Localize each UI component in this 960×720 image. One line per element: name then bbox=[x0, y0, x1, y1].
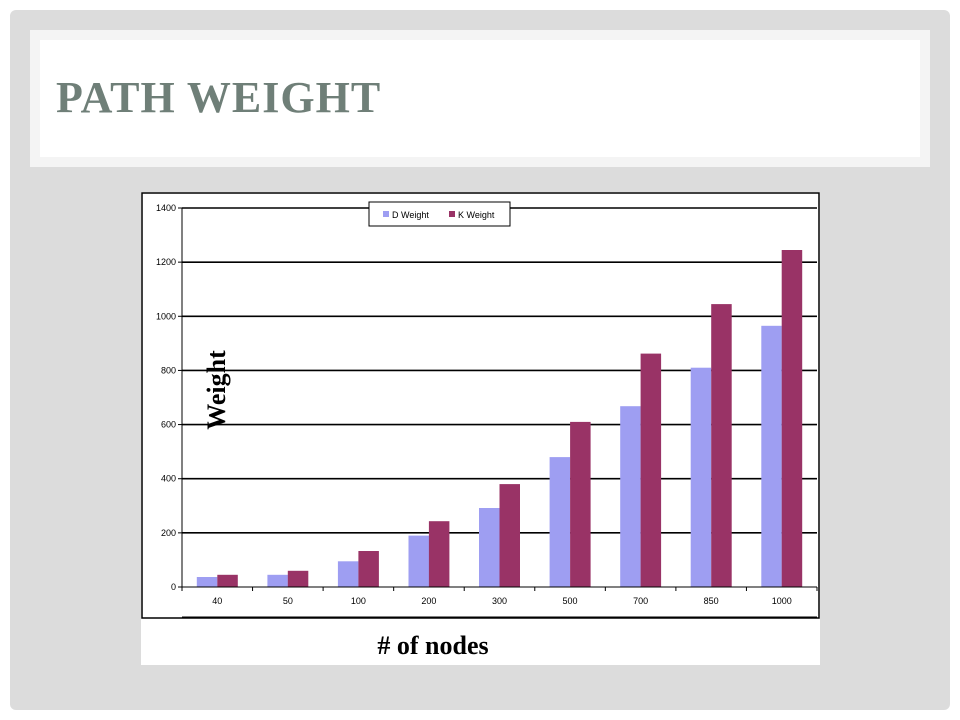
x-tick-label: 1000 bbox=[772, 596, 792, 606]
y-tick-label: 600 bbox=[161, 420, 176, 430]
bar-k-weight bbox=[711, 304, 732, 587]
y-tick-label: 1000 bbox=[156, 311, 176, 321]
x-axis-ticks: 40 50 100 200 300 500 700 850 1000 bbox=[181, 587, 818, 606]
legend-swatch-d-weight bbox=[383, 211, 389, 217]
bar-k-weight bbox=[640, 353, 662, 587]
bar-k-weight bbox=[499, 484, 520, 587]
x-tick-label: 850 bbox=[704, 596, 719, 606]
x-tick-label: 50 bbox=[283, 596, 293, 606]
bar-k-weight bbox=[428, 521, 450, 587]
x-tick-label: 300 bbox=[492, 596, 507, 606]
legend-box bbox=[368, 201, 511, 227]
x-tick-label: 40 bbox=[212, 596, 222, 606]
bar-chart: 0 200 400 600 800 1000 1200 1400 40 50 100 200 300 5… bbox=[141, 192, 820, 660]
bar-d-weight bbox=[408, 535, 429, 587]
legend: D Weight K Weight bbox=[368, 201, 511, 227]
y-tick-label: 1400 bbox=[156, 203, 176, 213]
bar-k-weight bbox=[781, 250, 803, 587]
bar-d-weight bbox=[479, 508, 500, 587]
x-axis-label: # of nodes bbox=[377, 631, 488, 660]
chart-area: 0 200 400 600 800 1000 1200 1400 40 50 100 200 300 5… bbox=[141, 192, 820, 665]
x-tick-label: 200 bbox=[421, 596, 436, 606]
legend-swatch-k-weight bbox=[449, 211, 455, 217]
bar-d-weight bbox=[196, 577, 218, 587]
y-tick-label: 800 bbox=[161, 365, 176, 375]
slide-title: PATH WEIGHT bbox=[56, 73, 382, 122]
x-tick-label: 100 bbox=[351, 596, 366, 606]
bar-d-weight bbox=[267, 574, 288, 587]
bar-d-weight bbox=[690, 367, 712, 587]
x-tick-label: 500 bbox=[563, 596, 578, 606]
y-tick-label: 1200 bbox=[156, 257, 176, 267]
bar-d-weight bbox=[761, 325, 782, 587]
legend-label-k-weight: K Weight bbox=[458, 210, 495, 220]
legend-label-d-weight: D Weight bbox=[392, 210, 429, 220]
bar-d-weight bbox=[337, 561, 359, 587]
bar-d-weight bbox=[549, 457, 571, 587]
y-tick-label: 0 bbox=[171, 582, 176, 592]
bar-k-weight bbox=[358, 551, 379, 587]
bar-d-weight bbox=[620, 406, 641, 587]
y-tick-label: 400 bbox=[161, 474, 176, 484]
y-tick-label: 200 bbox=[161, 528, 176, 538]
x-tick-label: 700 bbox=[633, 596, 648, 606]
bar-k-weight bbox=[217, 574, 238, 587]
bars bbox=[196, 250, 803, 587]
bar-k-weight bbox=[287, 570, 309, 587]
y-axis-label: Weight bbox=[202, 350, 231, 430]
y-axis-ticks: 0 200 400 600 800 1000 1200 1400 bbox=[156, 203, 182, 592]
title-panel bbox=[40, 40, 920, 157]
bar-k-weight bbox=[570, 421, 591, 587]
